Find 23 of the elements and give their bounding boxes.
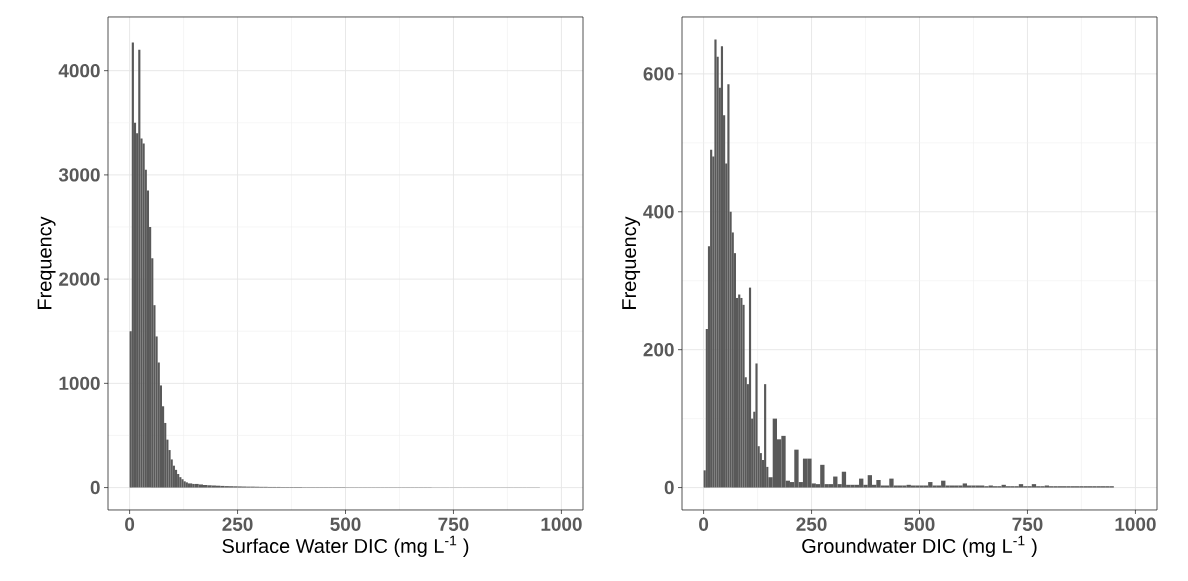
- x-tick-label: 750: [1012, 517, 1043, 531]
- y-tick-label: 200: [643, 342, 674, 357]
- y-tick-label: 4000: [58, 63, 100, 78]
- y-tick-label: 0: [90, 480, 100, 495]
- x-tick-label: 750: [438, 517, 469, 531]
- x-tick-label: 250: [796, 517, 827, 531]
- y-tick-label: 400: [643, 205, 674, 219]
- x-tick-label: 250: [222, 517, 253, 531]
- y-tick-label: 0: [664, 480, 674, 495]
- y-axis-title: Frequency: [622, 216, 641, 309]
- x-axis-title: Surface Water DIC (mg L$^{-1}$ ): [222, 535, 469, 557]
- y-tick-label: 600: [643, 67, 674, 81]
- x-tick-label: 500: [330, 517, 361, 531]
- y-tick-label: 2000: [59, 272, 100, 286]
- x-axis-title: Groundwater DIC (mg L$^{-1}$ ): [802, 535, 1037, 557]
- y-tick-label: 1000: [59, 376, 100, 391]
- x-tick-label: 0: [125, 517, 135, 531]
- x-tick-label: 500: [904, 517, 935, 531]
- y-tick-label: 3000: [58, 168, 100, 182]
- x-tick-label: 1000: [541, 517, 582, 531]
- x-tick-label: 0: [699, 517, 709, 531]
- y-axis-title: Frequency: [37, 216, 56, 309]
- x-tick-label: 1000: [1115, 517, 1156, 531]
